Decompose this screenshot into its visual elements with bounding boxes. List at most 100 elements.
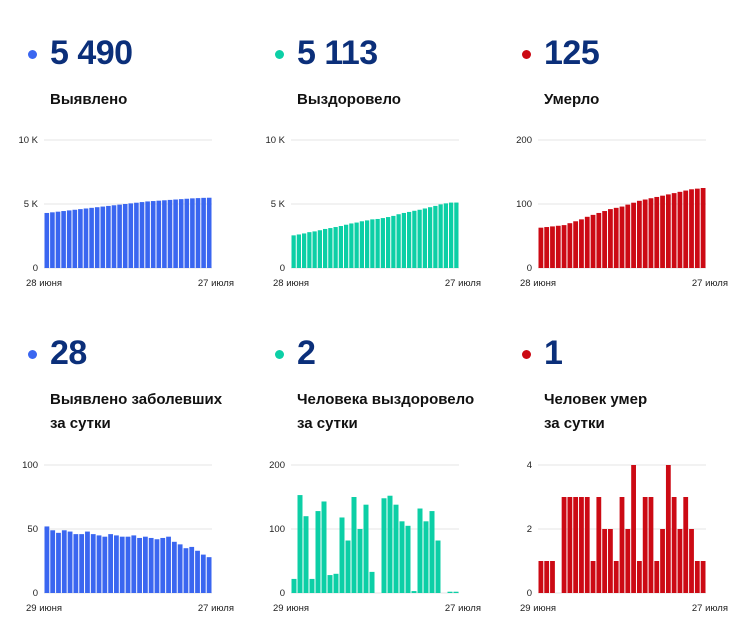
y-tick-label: 5 K: [271, 199, 286, 210]
bar: [689, 189, 694, 268]
bar: [453, 591, 459, 593]
y-tick-label: 200: [269, 460, 285, 471]
x-end-label: 27 июля: [198, 603, 234, 614]
x-start-label: 28 июня: [26, 278, 62, 289]
bar: [405, 525, 411, 593]
bar-chart: 100 50 0 29 июня 27 июля: [22, 460, 234, 614]
bar: [195, 550, 200, 593]
y-tick-label: 10 K: [18, 135, 38, 146]
bar: [443, 203, 448, 268]
bar: [309, 578, 315, 593]
bar: [550, 561, 555, 593]
bar: [83, 208, 89, 268]
bar: [156, 200, 162, 268]
panel-deaths-daily: 1 Человек умер за сутки 4 2 0 29 июня 27 июля: [516, 330, 746, 630]
x-start-label: 29 июня: [273, 603, 309, 614]
bar: [206, 557, 212, 593]
bar: [660, 529, 665, 593]
bar: [142, 536, 148, 593]
bar: [370, 219, 375, 268]
bar: [96, 535, 102, 593]
bar: [428, 207, 433, 268]
bar: [411, 591, 417, 593]
bar: [417, 209, 422, 268]
bar: [61, 211, 66, 268]
kpi-label-line: Человека выздоровело: [297, 391, 475, 408]
y-tick-label: 0: [280, 588, 285, 599]
kpi-value: 28: [50, 334, 87, 372]
bar: [561, 497, 567, 593]
bar: [369, 571, 375, 593]
bar: [94, 207, 100, 268]
bar: [648, 198, 654, 268]
y-tick-label: 0: [527, 263, 532, 274]
bar: [166, 536, 171, 593]
bar: [700, 561, 706, 593]
bar: [677, 191, 683, 268]
bar: [435, 540, 441, 593]
bar: [296, 234, 301, 268]
kpi-label-line: Человек умер: [544, 391, 648, 408]
bar: [631, 465, 636, 593]
bar: [114, 535, 119, 593]
bar: [338, 226, 343, 268]
bar: [79, 534, 85, 593]
bar: [683, 497, 689, 593]
legend-dot-icon: [275, 50, 284, 59]
bar: [307, 232, 312, 268]
bar: [429, 511, 435, 593]
bar: [327, 575, 333, 593]
bar: [67, 531, 73, 593]
x-end-label: 27 июля: [198, 278, 234, 289]
bar: [544, 561, 550, 593]
bar: [365, 220, 370, 268]
y-tick-label: 0: [280, 263, 285, 274]
bar: [78, 209, 83, 268]
bar: [102, 536, 108, 593]
y-tick-label: 100: [269, 524, 285, 535]
legend-dot-icon: [275, 350, 284, 359]
bar: [312, 231, 317, 268]
bar: [122, 204, 128, 268]
bar: [139, 202, 145, 268]
bar: [111, 205, 117, 268]
bar: [73, 534, 79, 593]
bar: [200, 554, 206, 593]
x-end-label: 27 июля: [692, 278, 728, 289]
panel-deaths-total: 125 Умерло 200 100 0 28 июня 27 июля: [516, 30, 746, 330]
bar: [303, 516, 309, 593]
bar: [206, 197, 212, 268]
bar: [328, 228, 333, 268]
bar: [694, 561, 700, 593]
kpi-label-line: Выявлено: [50, 91, 128, 108]
y-tick-label: 0: [527, 588, 532, 599]
bar: [333, 227, 338, 268]
bar: [596, 497, 602, 593]
kpi-label: Выявлено заболевших за сутки: [50, 388, 260, 436]
x-end-label: 27 июля: [692, 603, 728, 614]
bar: [44, 526, 50, 593]
legend-dot-icon: [522, 350, 531, 359]
kpi-label-line: Выздоровело: [297, 91, 401, 108]
bar: [665, 465, 671, 593]
bar: [55, 211, 61, 268]
bar: [137, 537, 142, 593]
bar: [349, 223, 354, 268]
bar: [190, 198, 195, 268]
bar: [608, 529, 613, 593]
x-start-label: 29 июня: [26, 603, 62, 614]
kpi-label-line: Выявлено заболевших: [50, 391, 223, 408]
bar: [665, 194, 671, 268]
bar: [654, 561, 660, 593]
y-tick-label: 100: [516, 199, 532, 210]
y-tick-label: 0: [33, 263, 38, 274]
bar: [393, 504, 399, 593]
bar: [61, 530, 67, 593]
bar: [50, 530, 56, 593]
y-tick-label: 0: [33, 588, 38, 599]
bar: [584, 216, 590, 268]
panel-detected-total: 5 490 Выявлено 10 K 5 K 0 28 июня 27 июля: [18, 30, 252, 330]
bar: [579, 219, 584, 268]
bar: [573, 221, 579, 268]
bar: [602, 529, 608, 593]
